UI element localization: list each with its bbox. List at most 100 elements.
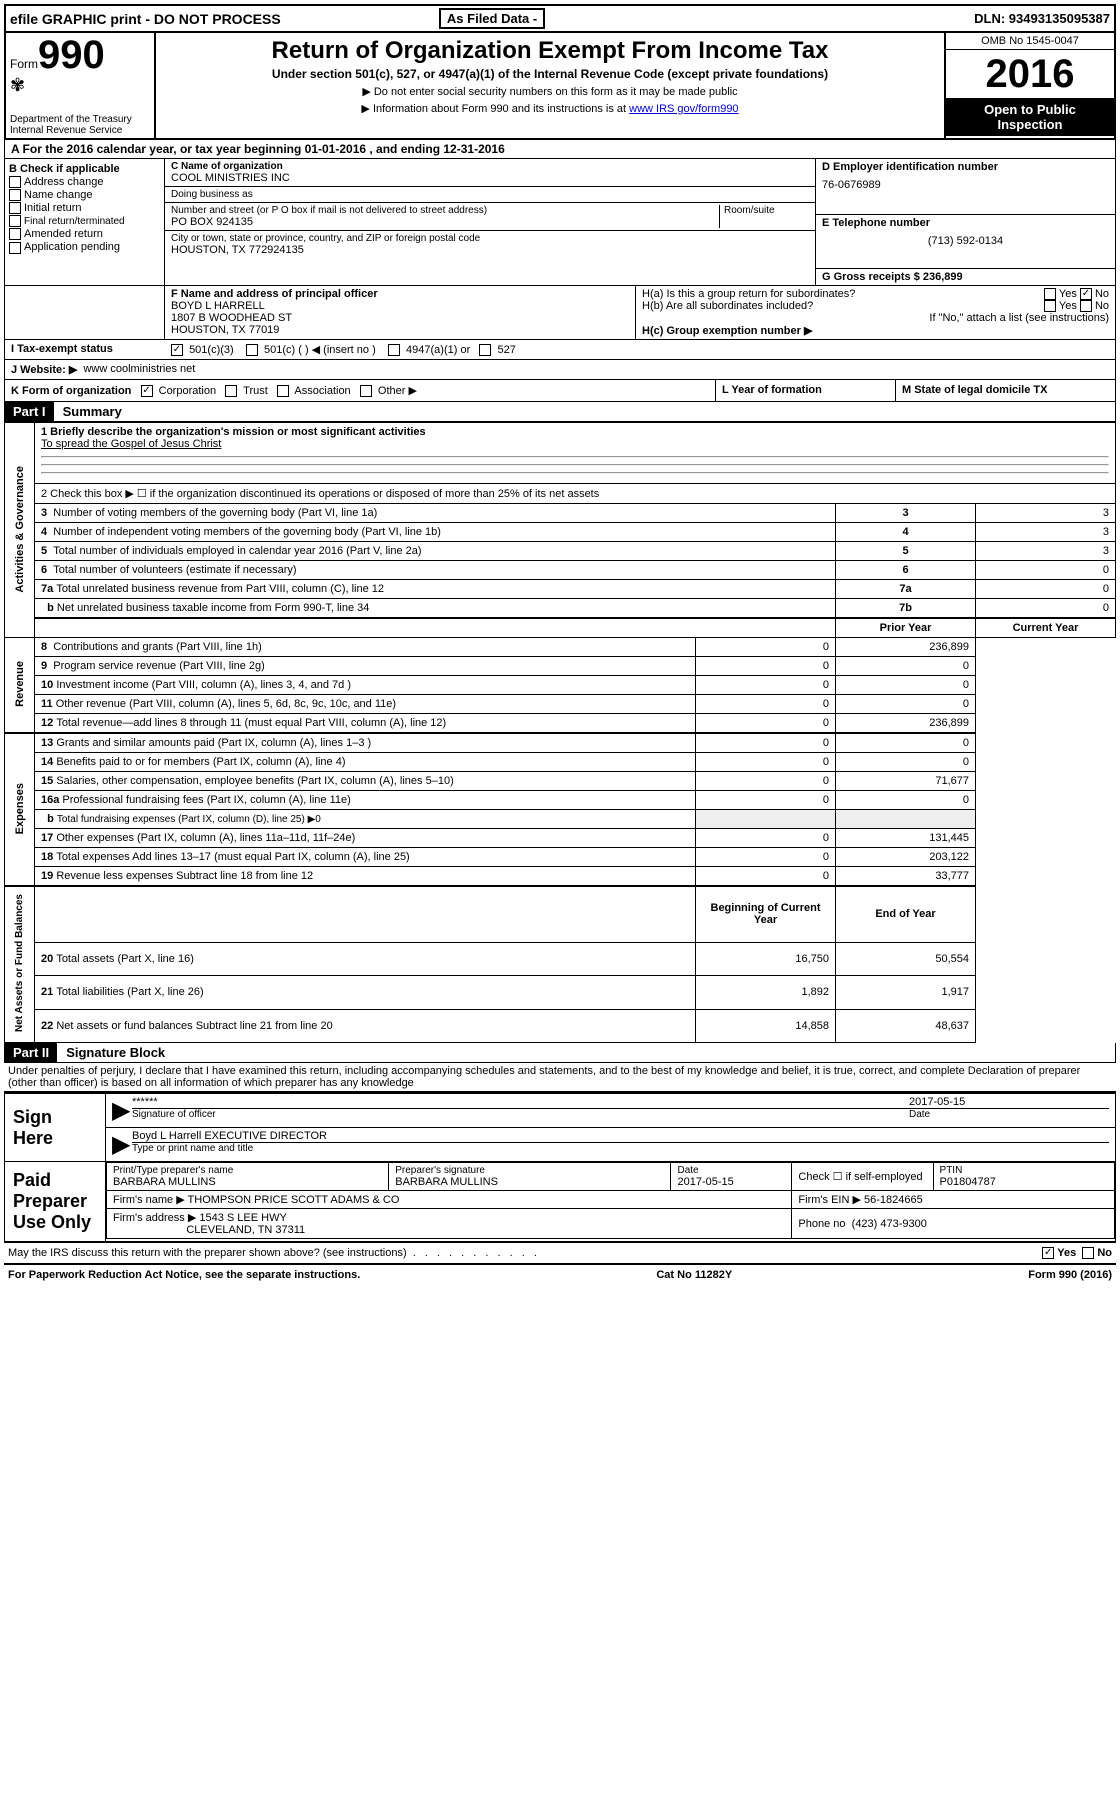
- sig-stars: ******: [132, 1096, 909, 1108]
- cb-address: Address change: [9, 176, 160, 188]
- cb-final: Final return/terminated: [9, 215, 160, 227]
- mission: To spread the Gospel of Jesus Christ: [41, 438, 1109, 450]
- line15: Salaries, other compensation, employee b…: [56, 775, 453, 787]
- row-m-label: M State of legal domicile TX: [902, 384, 1047, 396]
- cb-527[interactable]: [479, 344, 491, 356]
- row-k-label: K Form of organization: [11, 385, 131, 397]
- vert-revenue: Revenue: [5, 638, 35, 734]
- hb-note: If "No," attach a list (see instructions…: [642, 312, 1109, 324]
- as-filed-label: As Filed Data -: [439, 8, 545, 29]
- firm-city: CLEVELAND, TN 37311: [186, 1224, 305, 1236]
- row-a: A For the 2016 calendar year, or tax yea…: [4, 140, 1116, 159]
- end-year-header: End of Year: [836, 886, 976, 942]
- part-i-header: Part I: [5, 402, 54, 421]
- prep-check: Check ☐ if self-employed: [792, 1163, 933, 1191]
- sig-date-label: Date: [909, 1108, 1109, 1120]
- ein-value: 76-0676989: [822, 179, 1109, 191]
- irs-link[interactable]: www IRS gov/form990: [629, 103, 738, 115]
- prep-sig: BARBARA MULLINS: [395, 1176, 664, 1188]
- line7a: Total unrelated business revenue from Pa…: [56, 583, 384, 595]
- current-year-header: Current Year: [976, 618, 1116, 638]
- summary-table: Activities & Governance 1 Briefly descri…: [4, 422, 1116, 1043]
- room-label: Room/suite: [724, 205, 809, 216]
- section-fh: F Name and address of principal officer …: [4, 286, 1116, 340]
- part-ii-title: Signature Block: [60, 1045, 165, 1060]
- dept-irs: Internal Revenue Service: [10, 125, 150, 136]
- cb-4947[interactable]: [388, 344, 400, 356]
- form-header: Form990 ✾ Department of the Treasury Int…: [4, 33, 1116, 140]
- firm-phone: (423) 473-9300: [852, 1218, 927, 1230]
- cb-pending: Application pending: [9, 241, 160, 253]
- line22: Net assets or fund balances Subtract lin…: [56, 1020, 332, 1032]
- dept-treasury: Department of the Treasury: [10, 114, 150, 125]
- hb-no[interactable]: [1080, 300, 1092, 312]
- signature-block: Sign Here ▶ ******Signature of officer 2…: [4, 1091, 1116, 1243]
- line17: Other expenses (Part IX, column (A), lin…: [56, 832, 355, 844]
- sign-here-label: Sign Here: [5, 1094, 105, 1161]
- part-ii-header: Part II: [5, 1043, 57, 1062]
- paid-preparer-label: Paid Preparer Use Only: [5, 1162, 105, 1241]
- section-bcdeg: B Check if applicable Address change Nam…: [4, 159, 1116, 286]
- line5: Total number of individuals employed in …: [53, 545, 421, 557]
- vert-governance: Activities & Governance: [5, 423, 35, 638]
- prep-name: BARBARA MULLINS: [113, 1176, 382, 1188]
- firm-ein: 56-1824665: [864, 1194, 923, 1206]
- section-b: B Check if applicable Address change Nam…: [5, 159, 165, 285]
- discuss-yes[interactable]: ✓: [1042, 1247, 1054, 1259]
- discuss-row: May the IRS discuss this return with the…: [4, 1243, 1116, 1263]
- officer-name: BOYD L HARRELL: [171, 300, 629, 312]
- cb-corp[interactable]: ✓: [141, 385, 153, 397]
- cb-trust[interactable]: [225, 385, 237, 397]
- officer-label: F Name and address of principal officer: [171, 288, 629, 300]
- cb-501c3[interactable]: ✓: [171, 344, 183, 356]
- footer-left: For Paperwork Reduction Act Notice, see …: [8, 1269, 360, 1281]
- ha-no[interactable]: ✓: [1080, 288, 1092, 300]
- row-l-label: L Year of formation: [722, 384, 822, 396]
- row-j-label: J Website: ▶: [11, 363, 77, 376]
- dln-label: DLN: 93493135095387: [974, 11, 1110, 26]
- ha-yes[interactable]: [1044, 288, 1056, 300]
- line2: 2 Check this box ▶ ☐ if the organization…: [35, 484, 1116, 504]
- prep-date: 2017-05-15: [677, 1176, 785, 1188]
- ha-label: H(a) Is this a group return for subordin…: [642, 288, 1044, 300]
- cb-assoc[interactable]: [277, 385, 289, 397]
- row-i: I Tax-exempt status ✓ 501(c)(3) 501(c) (…: [4, 340, 1116, 360]
- sig-officer-label: Signature of officer: [132, 1108, 909, 1120]
- line11: Other revenue (Part VIII, column (A), li…: [56, 698, 396, 710]
- phone-label: E Telephone number: [822, 217, 1109, 229]
- footer-right: Form 990 (2016): [1028, 1269, 1112, 1281]
- discuss-no[interactable]: [1082, 1247, 1094, 1259]
- footer: For Paperwork Reduction Act Notice, see …: [4, 1263, 1116, 1285]
- discuss-label: May the IRS discuss this return with the…: [8, 1247, 407, 1259]
- prep-ptin: P01804787: [940, 1176, 1108, 1188]
- form-subsection: Under section 501(c), 527, or 4947(a)(1)…: [164, 67, 936, 81]
- hc-label: H(c) Group exemption number ▶: [642, 324, 1109, 337]
- cb-initial: Initial return: [9, 202, 160, 214]
- gross-receipts: G Gross receipts $ 236,899: [822, 271, 1109, 283]
- part-i-title: Summary: [57, 404, 122, 419]
- tax-year: 2016: [946, 50, 1114, 98]
- org-name: COOL MINISTRIES INC: [171, 172, 809, 184]
- line3: Number of voting members of the governin…: [53, 507, 377, 519]
- part-ii-header-row: Part II Signature Block: [4, 1043, 1116, 1063]
- row-j: J Website: ▶ www coolministries net: [4, 360, 1116, 380]
- declaration: Under penalties of perjury, I declare th…: [4, 1063, 1116, 1091]
- footer-mid: Cat No 11282Y: [656, 1269, 732, 1281]
- type-label: Type or print name and title: [132, 1142, 1109, 1154]
- line9: Program service revenue (Part VIII, line…: [53, 660, 265, 672]
- cb-501c[interactable]: [246, 344, 258, 356]
- cb-amended: Amended return: [9, 228, 160, 240]
- line12: Total revenue—add lines 8 through 11 (mu…: [56, 717, 446, 729]
- form-note-1: ▶ Do not enter social security numbers o…: [164, 85, 936, 98]
- row-klm: K Form of organization ✓ Corporation Tru…: [4, 380, 1116, 402]
- hb-yes[interactable]: [1044, 300, 1056, 312]
- line6: Total number of volunteers (estimate if …: [53, 564, 296, 576]
- officer-type-name: Boyd L Harrell EXECUTIVE DIRECTOR: [132, 1130, 1109, 1142]
- form-note-2: ▶ Information about Form 990 and its ins…: [361, 103, 629, 115]
- cb-other[interactable]: [360, 385, 372, 397]
- section-c: C Name of organization COOL MINISTRIES I…: [165, 159, 815, 285]
- section-deg: D Employer identification number 76-0676…: [815, 159, 1115, 285]
- firm-name: THOMPSON PRICE SCOTT ADAMS & CO: [188, 1194, 400, 1206]
- line16b: Total fundraising expenses (Part IX, col…: [57, 814, 321, 825]
- efile-label: efile GRAPHIC print - DO NOT PROCESS: [10, 11, 435, 27]
